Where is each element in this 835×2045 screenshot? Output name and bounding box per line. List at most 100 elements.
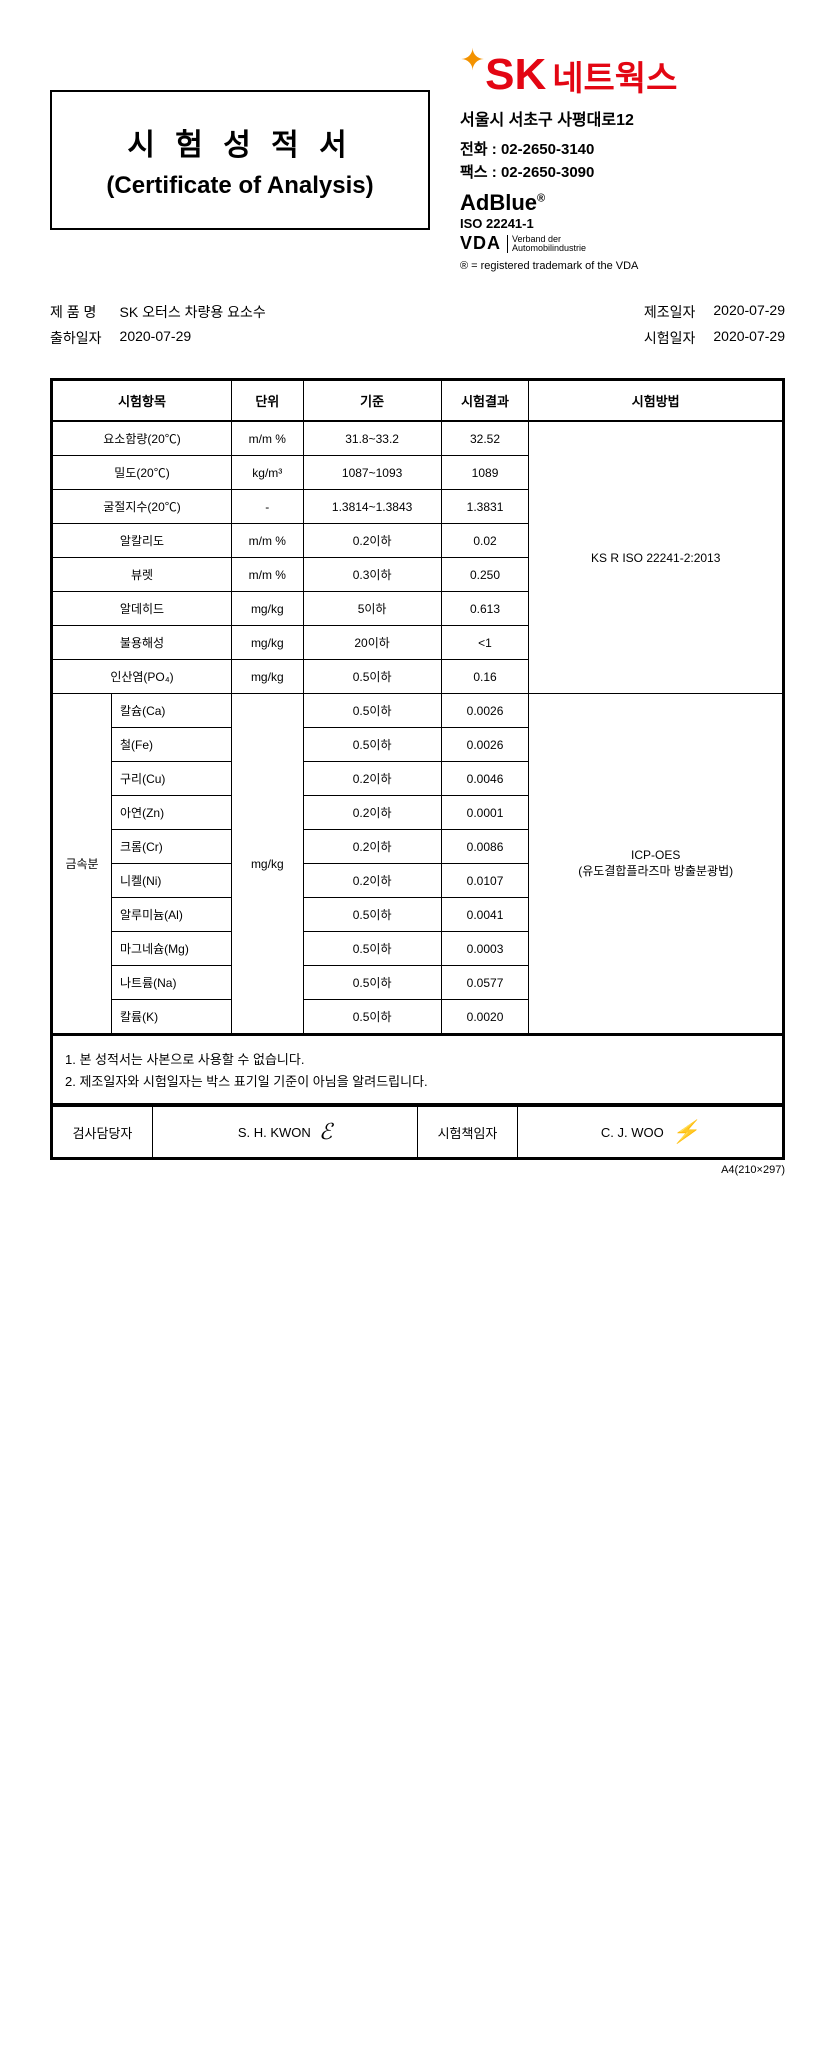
- company-info: ✦ SK 네트웍스 서울시 서초구 사평대로12 전화 : 02-2650-31…: [460, 40, 785, 272]
- cell-spec: 31.8~33.2: [303, 421, 441, 456]
- cell-method: KS R ISO 22241-2:2013: [529, 421, 784, 694]
- cell-result: 1.3831: [441, 490, 529, 524]
- cell-item: 알데히드: [52, 592, 232, 626]
- signature-icon: ⚡: [672, 1119, 699, 1145]
- cell-item: 칼슘(Ca): [112, 694, 232, 728]
- cell-spec: 0.2이하: [303, 830, 441, 864]
- cell-spec: 0.5이하: [303, 898, 441, 932]
- cell-spec: 0.2이하: [303, 864, 441, 898]
- cell-item: 칼륨(K): [112, 1000, 232, 1035]
- cell-result: 0.0086: [441, 830, 529, 864]
- cell-item: 아연(Zn): [112, 796, 232, 830]
- meta-left: 제 품 명SK 오터스 차량용 요소수 출하일자2020-07-29: [50, 302, 266, 348]
- cell-result: 0.0001: [441, 796, 529, 830]
- cell-item: 밀도(20℃): [52, 456, 232, 490]
- cell-item: 니켈(Ni): [112, 864, 232, 898]
- col-unit: 단위: [232, 380, 304, 422]
- cell-result: 0.0003: [441, 932, 529, 966]
- cell-method: ICP-OES(유도결합플라즈마 방출분광법): [529, 694, 784, 1035]
- fax: 팩스 : 02-2650-3090: [460, 161, 785, 182]
- cell-result: 0.0026: [441, 728, 529, 762]
- vda-sub: Verband derAutomobilindustrie: [507, 235, 586, 253]
- table-row: 금속분칼슘(Ca)mg/kg0.5이하 0.0026ICP-OES(유도결합플라…: [52, 694, 784, 728]
- iso-number: ISO 22241-1: [460, 216, 785, 231]
- supervisor-label: 시험책임자: [418, 1107, 518, 1157]
- results-table: 시험항목 단위 기준 시험결과 시험방법 요소함량(20℃) m/m % 31.…: [50, 378, 785, 1036]
- cell-item: 뷰렛: [52, 558, 232, 592]
- note-1: 1. 본 성적서는 사본으로 사용할 수 없습니다.: [65, 1049, 770, 1068]
- cell-result: 32.52: [441, 421, 529, 456]
- cell-spec: 5이하: [303, 592, 441, 626]
- cell-result: 0.0041: [441, 898, 529, 932]
- cell-unit: mg/kg: [232, 694, 304, 1035]
- cell-spec: 0.5이하: [303, 728, 441, 762]
- cell-result: 0.0026: [441, 694, 529, 728]
- cell-result: <1: [441, 626, 529, 660]
- table-row: 요소함량(20℃) m/m % 31.8~33.2 32.52KS R ISO …: [52, 421, 784, 456]
- cell-result: 0.16: [441, 660, 529, 694]
- cell-spec: 0.2이하: [303, 762, 441, 796]
- logo-networks: 네트웍스: [552, 51, 677, 100]
- cell-spec: 1.3814~1.3843: [303, 490, 441, 524]
- ship-label: 출하일자: [50, 328, 102, 348]
- cell-item: 나트륨(Na): [112, 966, 232, 1000]
- cell-spec: 20이하: [303, 626, 441, 660]
- title-english: (Certificate of Analysis): [70, 172, 410, 200]
- cell-item: 불용해성: [52, 626, 232, 660]
- table-header-row: 시험항목 단위 기준 시험결과 시험방법: [52, 380, 784, 422]
- meta-row: 제 품 명SK 오터스 차량용 요소수 출하일자2020-07-29 제조일자 2…: [50, 302, 785, 348]
- cell-result: 0.0107: [441, 864, 529, 898]
- title-korean: 시 험 성 적 서: [70, 120, 410, 164]
- register-note: ® = registered trademark of the VDA: [460, 260, 785, 272]
- inspector-name: S. H. KWON ℰ: [153, 1107, 418, 1157]
- cell-unit: mg/kg: [232, 660, 304, 694]
- adblue-brand: AdBlue®: [460, 190, 785, 216]
- mfg-label: 제조일자: [644, 302, 696, 322]
- cell-unit: mg/kg: [232, 592, 304, 626]
- cell-spec: 0.5이하: [303, 1000, 441, 1035]
- test-value: 2020-07-29: [713, 328, 785, 348]
- cell-item: 알루미늄(Al): [112, 898, 232, 932]
- cell-spec: 0.2이하: [303, 796, 441, 830]
- cell-spec: 0.5이하: [303, 932, 441, 966]
- cell-spec: 0.5이하: [303, 966, 441, 1000]
- address: 서울시 서초구 사평대로12: [460, 106, 785, 130]
- logo-sk: SK: [485, 50, 546, 100]
- cell-spec: 1087~1093: [303, 456, 441, 490]
- butterfly-icon: ✦: [460, 43, 485, 78]
- cell-spec: 0.5이하: [303, 694, 441, 728]
- note-2: 2. 제조일자와 시험일자는 박스 표기일 기준이 아님을 알려드립니다.: [65, 1071, 770, 1090]
- cell-result: 0.02: [441, 524, 529, 558]
- cell-spec: 0.5이하: [303, 660, 441, 694]
- logo: ✦ SK 네트웍스: [460, 50, 785, 100]
- header-row: 시 험 성 적 서 (Certificate of Analysis) ✦ SK…: [50, 40, 785, 272]
- title-box: 시 험 성 적 서 (Certificate of Analysis): [50, 90, 430, 230]
- meta-right: 제조일자2020-07-29 시험일자2020-07-29: [644, 302, 785, 348]
- cell-unit: mg/kg: [232, 626, 304, 660]
- vda-row: VDA Verband derAutomobilindustrie: [460, 233, 785, 254]
- cell-result: 0.0046: [441, 762, 529, 796]
- cell-result: 0.0020: [441, 1000, 529, 1035]
- col-method: 시험방법: [529, 380, 784, 422]
- cell-unit: m/m %: [232, 421, 304, 456]
- cell-result: 0.0577: [441, 966, 529, 1000]
- cell-spec: 0.2이하: [303, 524, 441, 558]
- signature-row: 검사담당자 S. H. KWON ℰ 시험책임자 C. J. WOO ⚡: [50, 1106, 785, 1160]
- cell-item: 철(Fe): [112, 728, 232, 762]
- cell-result: 0.250: [441, 558, 529, 592]
- cell-item: 알칼리도: [52, 524, 232, 558]
- cell-unit: m/m %: [232, 558, 304, 592]
- inspector-label: 검사담당자: [53, 1107, 153, 1157]
- test-label: 시험일자: [644, 328, 696, 348]
- cell-unit: -: [232, 490, 304, 524]
- cell-item: 인산염(PO₄): [52, 660, 232, 694]
- cell-item: 마그네슘(Mg): [112, 932, 232, 966]
- cell-result: 1089: [441, 456, 529, 490]
- cell-item: 굴절지수(20℃): [52, 490, 232, 524]
- cell-unit: m/m %: [232, 524, 304, 558]
- cell-metal-group: 금속분: [52, 694, 112, 1035]
- col-item: 시험항목: [52, 380, 232, 422]
- product-label: 제 품 명: [50, 302, 102, 322]
- col-result: 시험결과: [441, 380, 529, 422]
- page-size-footer: A4(210×297): [50, 1164, 785, 1176]
